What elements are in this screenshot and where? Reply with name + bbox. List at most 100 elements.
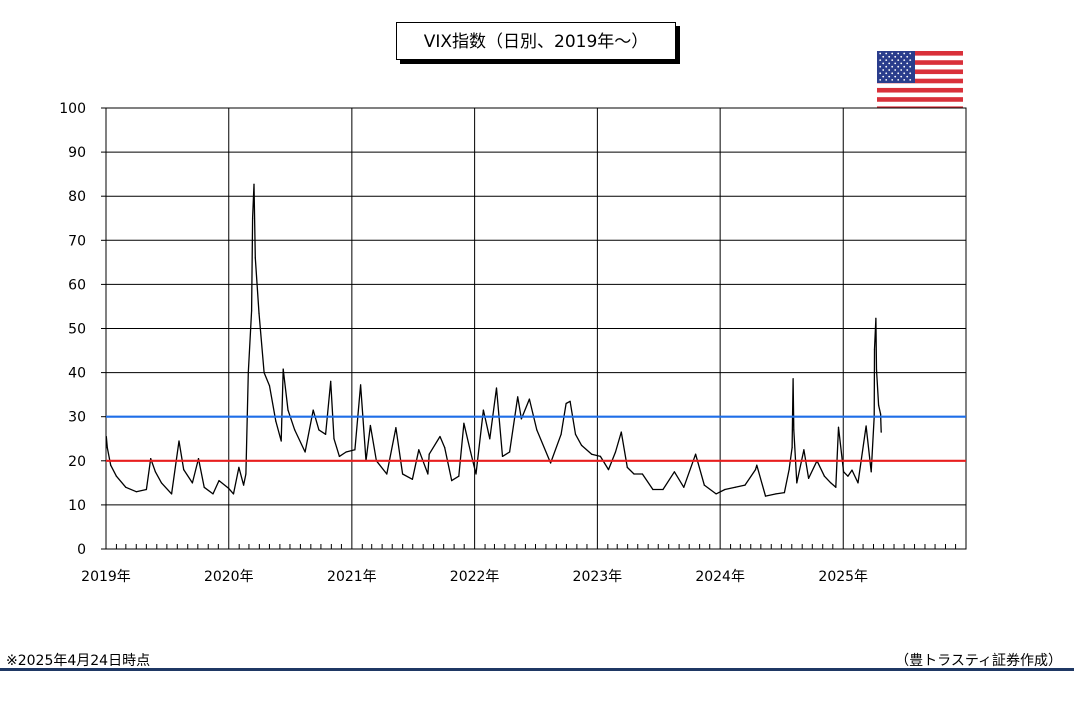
y-tick-label: 100 bbox=[59, 101, 86, 117]
data-point bbox=[835, 486, 837, 488]
data-point bbox=[482, 409, 484, 411]
data-point bbox=[560, 433, 562, 435]
data-point bbox=[463, 422, 465, 424]
data-point bbox=[203, 486, 205, 488]
x-tick-label: 2024年 bbox=[695, 569, 745, 585]
data-point bbox=[857, 482, 859, 484]
data-point bbox=[803, 449, 805, 451]
data-point bbox=[788, 469, 790, 471]
data-point bbox=[683, 486, 685, 488]
data-point bbox=[652, 488, 654, 491]
x-tick-label: 2021年 bbox=[327, 569, 377, 585]
data-point bbox=[837, 426, 840, 428]
data-point bbox=[354, 449, 356, 451]
data-point bbox=[135, 491, 137, 493]
x-tick-label: 2022年 bbox=[450, 569, 500, 585]
series-line-0 bbox=[105, 183, 882, 497]
data-point bbox=[509, 451, 511, 453]
data-point bbox=[641, 473, 644, 475]
data-point bbox=[880, 413, 882, 415]
data-point bbox=[875, 368, 878, 371]
data-point bbox=[875, 317, 877, 319]
data-point bbox=[528, 398, 531, 400]
data-point bbox=[418, 449, 420, 451]
data-point bbox=[865, 425, 867, 427]
data-point bbox=[263, 372, 265, 374]
data-point bbox=[830, 482, 832, 484]
data-point bbox=[197, 458, 200, 460]
data-point bbox=[252, 217, 254, 219]
data-point bbox=[614, 451, 617, 453]
data-point bbox=[243, 484, 245, 486]
data-point bbox=[106, 447, 108, 449]
data-point bbox=[581, 444, 583, 446]
data-point bbox=[633, 473, 635, 475]
data-point bbox=[873, 348, 876, 350]
data-point bbox=[734, 486, 736, 488]
data-point bbox=[238, 466, 240, 468]
data-point bbox=[796, 482, 798, 484]
data-point bbox=[268, 385, 271, 387]
data-point bbox=[808, 477, 810, 479]
data-point bbox=[754, 469, 757, 471]
y-tick-label: 0 bbox=[77, 542, 86, 558]
data-point bbox=[282, 368, 284, 370]
data-point bbox=[251, 310, 253, 312]
y-axis: 0 10 20 30 40 50 60 70 80 90 100 bbox=[59, 101, 106, 558]
data-point bbox=[227, 487, 229, 489]
data-point bbox=[125, 486, 127, 488]
data-point bbox=[191, 482, 193, 484]
data-point bbox=[501, 455, 504, 457]
data-point bbox=[254, 257, 256, 259]
data-point bbox=[439, 435, 441, 438]
data-point bbox=[764, 495, 767, 497]
data-point bbox=[673, 471, 676, 473]
data-point bbox=[536, 429, 538, 431]
data-point bbox=[851, 469, 853, 471]
data-point bbox=[160, 482, 163, 484]
data-point bbox=[395, 427, 397, 429]
data-point bbox=[783, 492, 786, 494]
data-point bbox=[495, 387, 498, 389]
data-point bbox=[145, 488, 147, 491]
data-point bbox=[744, 484, 746, 486]
data-point bbox=[218, 480, 220, 482]
y-tick-label: 60 bbox=[68, 277, 86, 293]
data-point bbox=[245, 473, 247, 475]
data-point bbox=[105, 435, 107, 438]
y-tick-label: 10 bbox=[68, 498, 86, 514]
data-point bbox=[569, 400, 571, 402]
data-point bbox=[823, 475, 826, 477]
data-point bbox=[369, 424, 371, 427]
data-point bbox=[427, 473, 429, 475]
data-point bbox=[154, 471, 156, 473]
data-point bbox=[550, 462, 552, 464]
data-point bbox=[360, 384, 362, 386]
data-point bbox=[565, 402, 567, 405]
data-point bbox=[470, 451, 472, 453]
data-point bbox=[304, 451, 306, 453]
data-point bbox=[517, 396, 519, 398]
data-point bbox=[253, 183, 255, 185]
data-point bbox=[793, 429, 795, 431]
data-point bbox=[880, 431, 882, 433]
x-tick-label: 2019年 bbox=[81, 569, 131, 585]
series-layer bbox=[105, 183, 966, 497]
data-point bbox=[662, 488, 664, 491]
data-point bbox=[338, 455, 340, 457]
data-point bbox=[258, 312, 260, 314]
x-tick-label: 2023年 bbox=[573, 569, 623, 585]
data-point bbox=[520, 418, 523, 420]
data-point bbox=[843, 471, 845, 473]
y-tick-label: 20 bbox=[68, 454, 86, 470]
y-tick-label: 80 bbox=[68, 189, 86, 205]
data-point bbox=[451, 480, 453, 482]
data-point bbox=[599, 455, 602, 457]
bottom-rule bbox=[0, 668, 1074, 671]
data-point bbox=[791, 447, 793, 449]
data-point bbox=[444, 447, 446, 449]
y-tick-label: 40 bbox=[68, 366, 86, 382]
credit-text: （豊トラスティ証券作成） bbox=[895, 653, 1062, 669]
footnote-date: ※2025年4月24日時点 bbox=[6, 653, 151, 669]
